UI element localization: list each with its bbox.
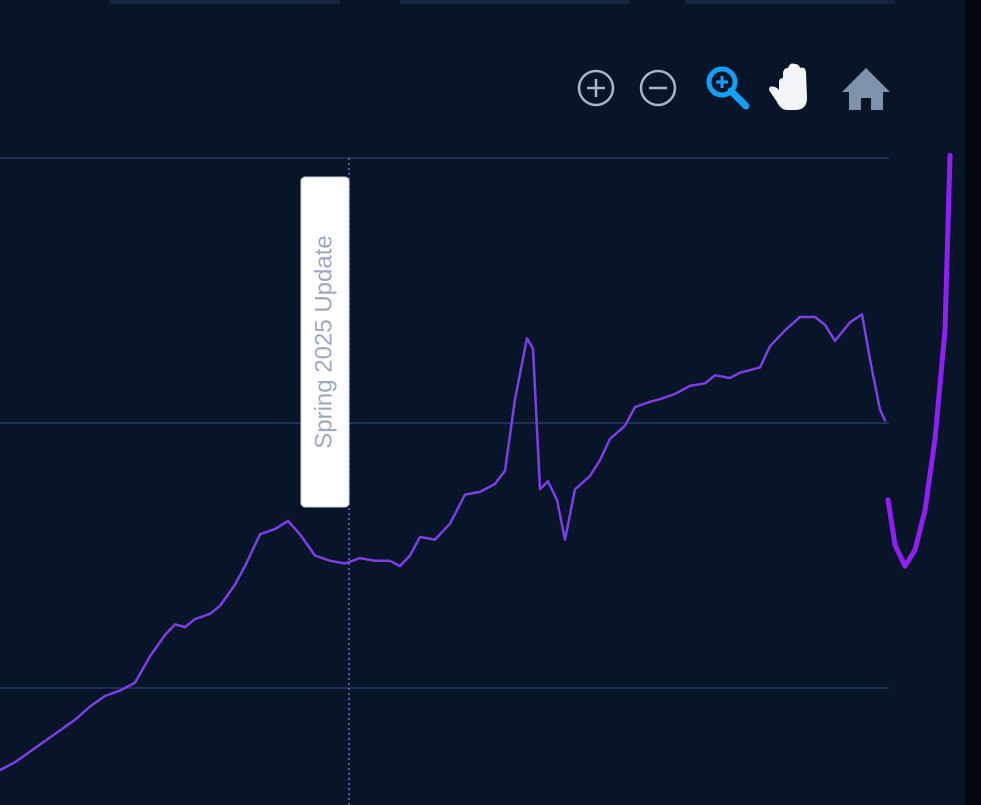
zoom-out-button[interactable] (639, 69, 677, 107)
series-line (0, 313, 887, 772)
edge-strip (965, 0, 981, 805)
top-remnant (685, 0, 895, 4)
top-remnant (400, 0, 630, 4)
top-remnant (110, 0, 340, 4)
grid (0, 157, 889, 689)
pan-button[interactable] (769, 63, 807, 111)
toolbar (577, 63, 890, 111)
home-button[interactable] (842, 68, 890, 110)
zoom-in-button[interactable] (577, 69, 615, 107)
annotation-label: Spring 2025 Update (310, 235, 337, 449)
annotations: Spring 2025 Update (300, 158, 350, 805)
zoom-select-button[interactable] (706, 66, 750, 110)
lines (0, 152, 953, 772)
series-line (885, 152, 953, 569)
annotation-box (300, 176, 350, 508)
